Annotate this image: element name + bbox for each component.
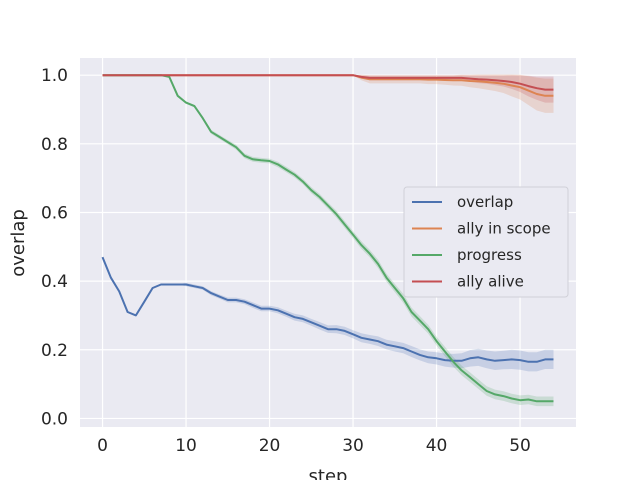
band-ally-alive [102, 75, 554, 103]
series-line-progress [102, 74, 554, 403]
legend: overlap ally in scope progress ally alive [403, 186, 569, 298]
x-tick-label: 0 [97, 436, 108, 456]
series-lines [101, 74, 554, 403]
x-tick-label: 10 [175, 436, 197, 456]
legend-label: ally alive [457, 273, 524, 291]
x-tick-label: 30 [342, 436, 364, 456]
x-tick-labels: 0 10 20 30 40 50 [97, 436, 531, 456]
y-tick-label: 0.0 [41, 409, 68, 429]
legend-box [403, 186, 569, 298]
y-tick-label: 0.2 [41, 341, 68, 361]
x-tick-label: 50 [509, 436, 531, 456]
y-axis-label: overlap [8, 209, 29, 277]
series-line-ally-alive [102, 74, 554, 91]
y-tick-label: 0.8 [41, 135, 68, 155]
x-tick-label: 40 [426, 436, 448, 456]
legend-label: ally in scope [457, 220, 551, 238]
series-line-overlap [101, 256, 554, 363]
x-axis-label: step [309, 466, 348, 480]
legend-label: overlap [457, 193, 513, 211]
legend-label: progress [457, 246, 522, 264]
y-tick-label: 0.4 [41, 272, 68, 292]
y-tick-label: 0.6 [41, 203, 68, 223]
band-ally-in-scope [102, 74, 554, 113]
y-tick-labels: 0.0 0.2 0.4 0.6 0.8 1.0 [41, 66, 68, 429]
x-tick-label: 20 [259, 436, 281, 456]
y-tick-label: 1.0 [41, 66, 68, 86]
